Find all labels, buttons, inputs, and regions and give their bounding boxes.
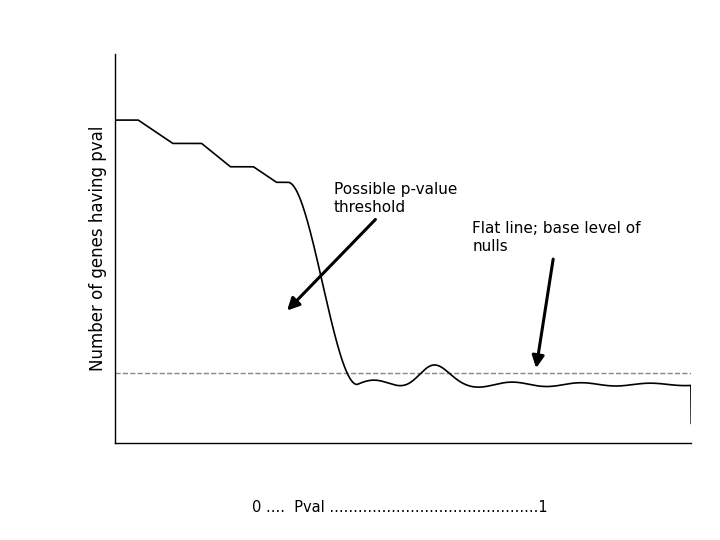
Text: Flat line; base level of
nulls: Flat line; base level of nulls — [472, 221, 641, 364]
Text: Possible p-value
threshold: Possible p-value threshold — [289, 183, 457, 308]
Text: 0 ....  Pval ............................................1: 0 .... Pval ............................… — [252, 500, 547, 515]
Y-axis label: Number of genes having pval: Number of genes having pval — [89, 126, 107, 371]
